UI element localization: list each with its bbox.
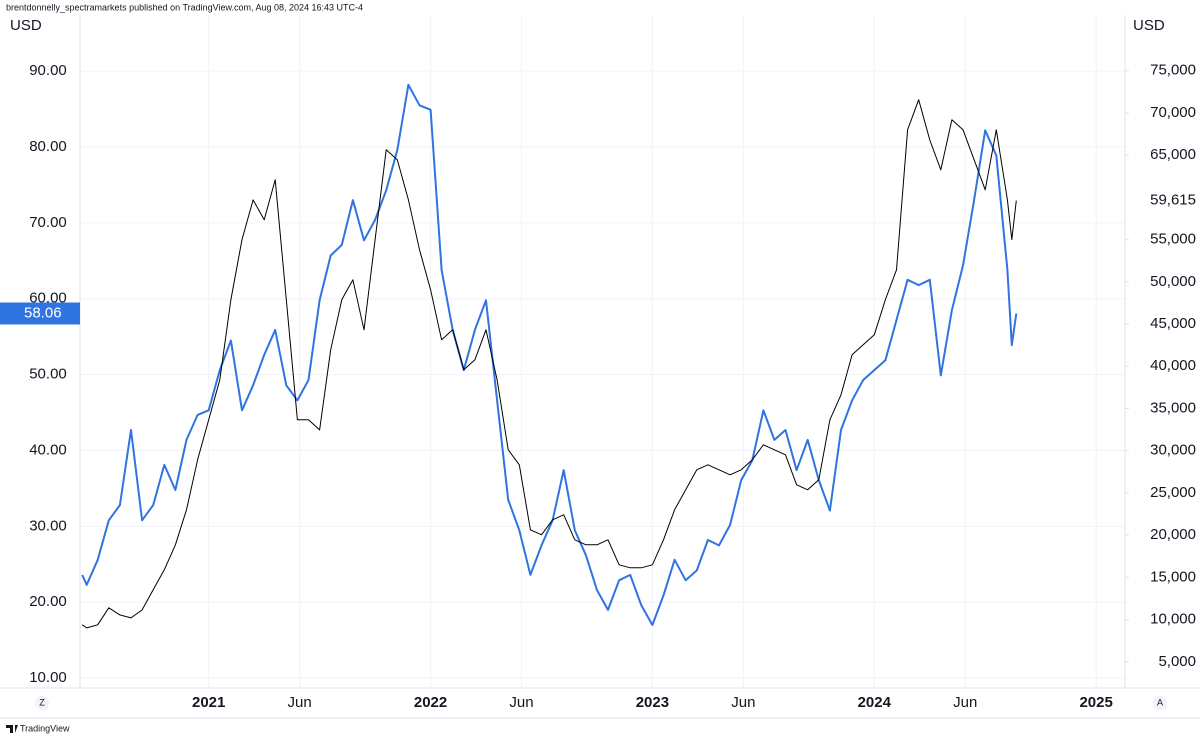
control-label[interactable]: Z — [39, 697, 45, 707]
y2-tick-label: 30,000 — [1150, 442, 1196, 459]
y2-tick-label: 50,000 — [1150, 273, 1196, 290]
x-tick-label: 2024 — [858, 694, 892, 711]
y-tick-label: 10.00 — [29, 669, 67, 686]
y2-tick-label: 55,000 — [1150, 231, 1196, 248]
y2-tick-label: 10,000 — [1150, 611, 1196, 628]
x-tick-label: 2023 — [636, 694, 669, 711]
series-line — [81, 99, 1017, 629]
price-badge — [1126, 189, 1200, 212]
y-tick-label: 60.00 — [29, 290, 67, 307]
y-tick-label: 30.00 — [29, 517, 67, 534]
y2-tick-label: 20,000 — [1150, 526, 1196, 543]
control-button[interactable] — [1153, 696, 1167, 710]
x-tick-label: Jun — [509, 694, 533, 711]
y2-tick-label: 25,000 — [1150, 484, 1196, 501]
footer: TradingView — [20, 723, 70, 733]
price-label: 59,615 — [1150, 192, 1196, 209]
price-badge — [0, 302, 80, 325]
x-tick-label: 2022 — [414, 694, 447, 711]
y2-tick-label: 70,000 — [1150, 104, 1196, 121]
y2-tick-label: 5,000 — [1158, 653, 1196, 670]
header: brentdonnelly_spectramarkets published o… — [6, 2, 363, 12]
y-tick-label: 20.00 — [29, 593, 67, 610]
x-tick-label: Jun — [731, 694, 755, 711]
y2-tick-label: 45,000 — [1150, 315, 1196, 332]
control-label[interactable]: A — [1157, 697, 1163, 707]
y-tick-label: 70.00 — [29, 214, 67, 231]
y-tick-label: 80.00 — [29, 138, 67, 155]
x-tick-label: Jun — [288, 694, 312, 711]
y2-tick-label: 40,000 — [1150, 357, 1196, 374]
y-tick-label: 40.00 — [29, 441, 67, 458]
x-tick-label: 2021 — [192, 694, 225, 711]
y-axis-label: USD — [10, 17, 42, 34]
y2-tick-label: 65,000 — [1150, 146, 1196, 163]
x-tick-label: 2025 — [1079, 694, 1112, 711]
price-label: 58.06 — [24, 304, 62, 321]
control-button[interactable] — [35, 696, 49, 710]
y2-tick-label: 35,000 — [1150, 399, 1196, 416]
y-tick-label: 50.00 — [29, 366, 67, 383]
logo — [6, 725, 18, 733]
y2-tick-label: 15,000 — [1150, 568, 1196, 585]
y-tick-label: 90.00 — [29, 62, 67, 79]
y2-axis-label: USD — [1133, 17, 1165, 34]
x-tick-label: Jun — [953, 694, 977, 711]
y2-tick-label: 75,000 — [1150, 62, 1196, 79]
